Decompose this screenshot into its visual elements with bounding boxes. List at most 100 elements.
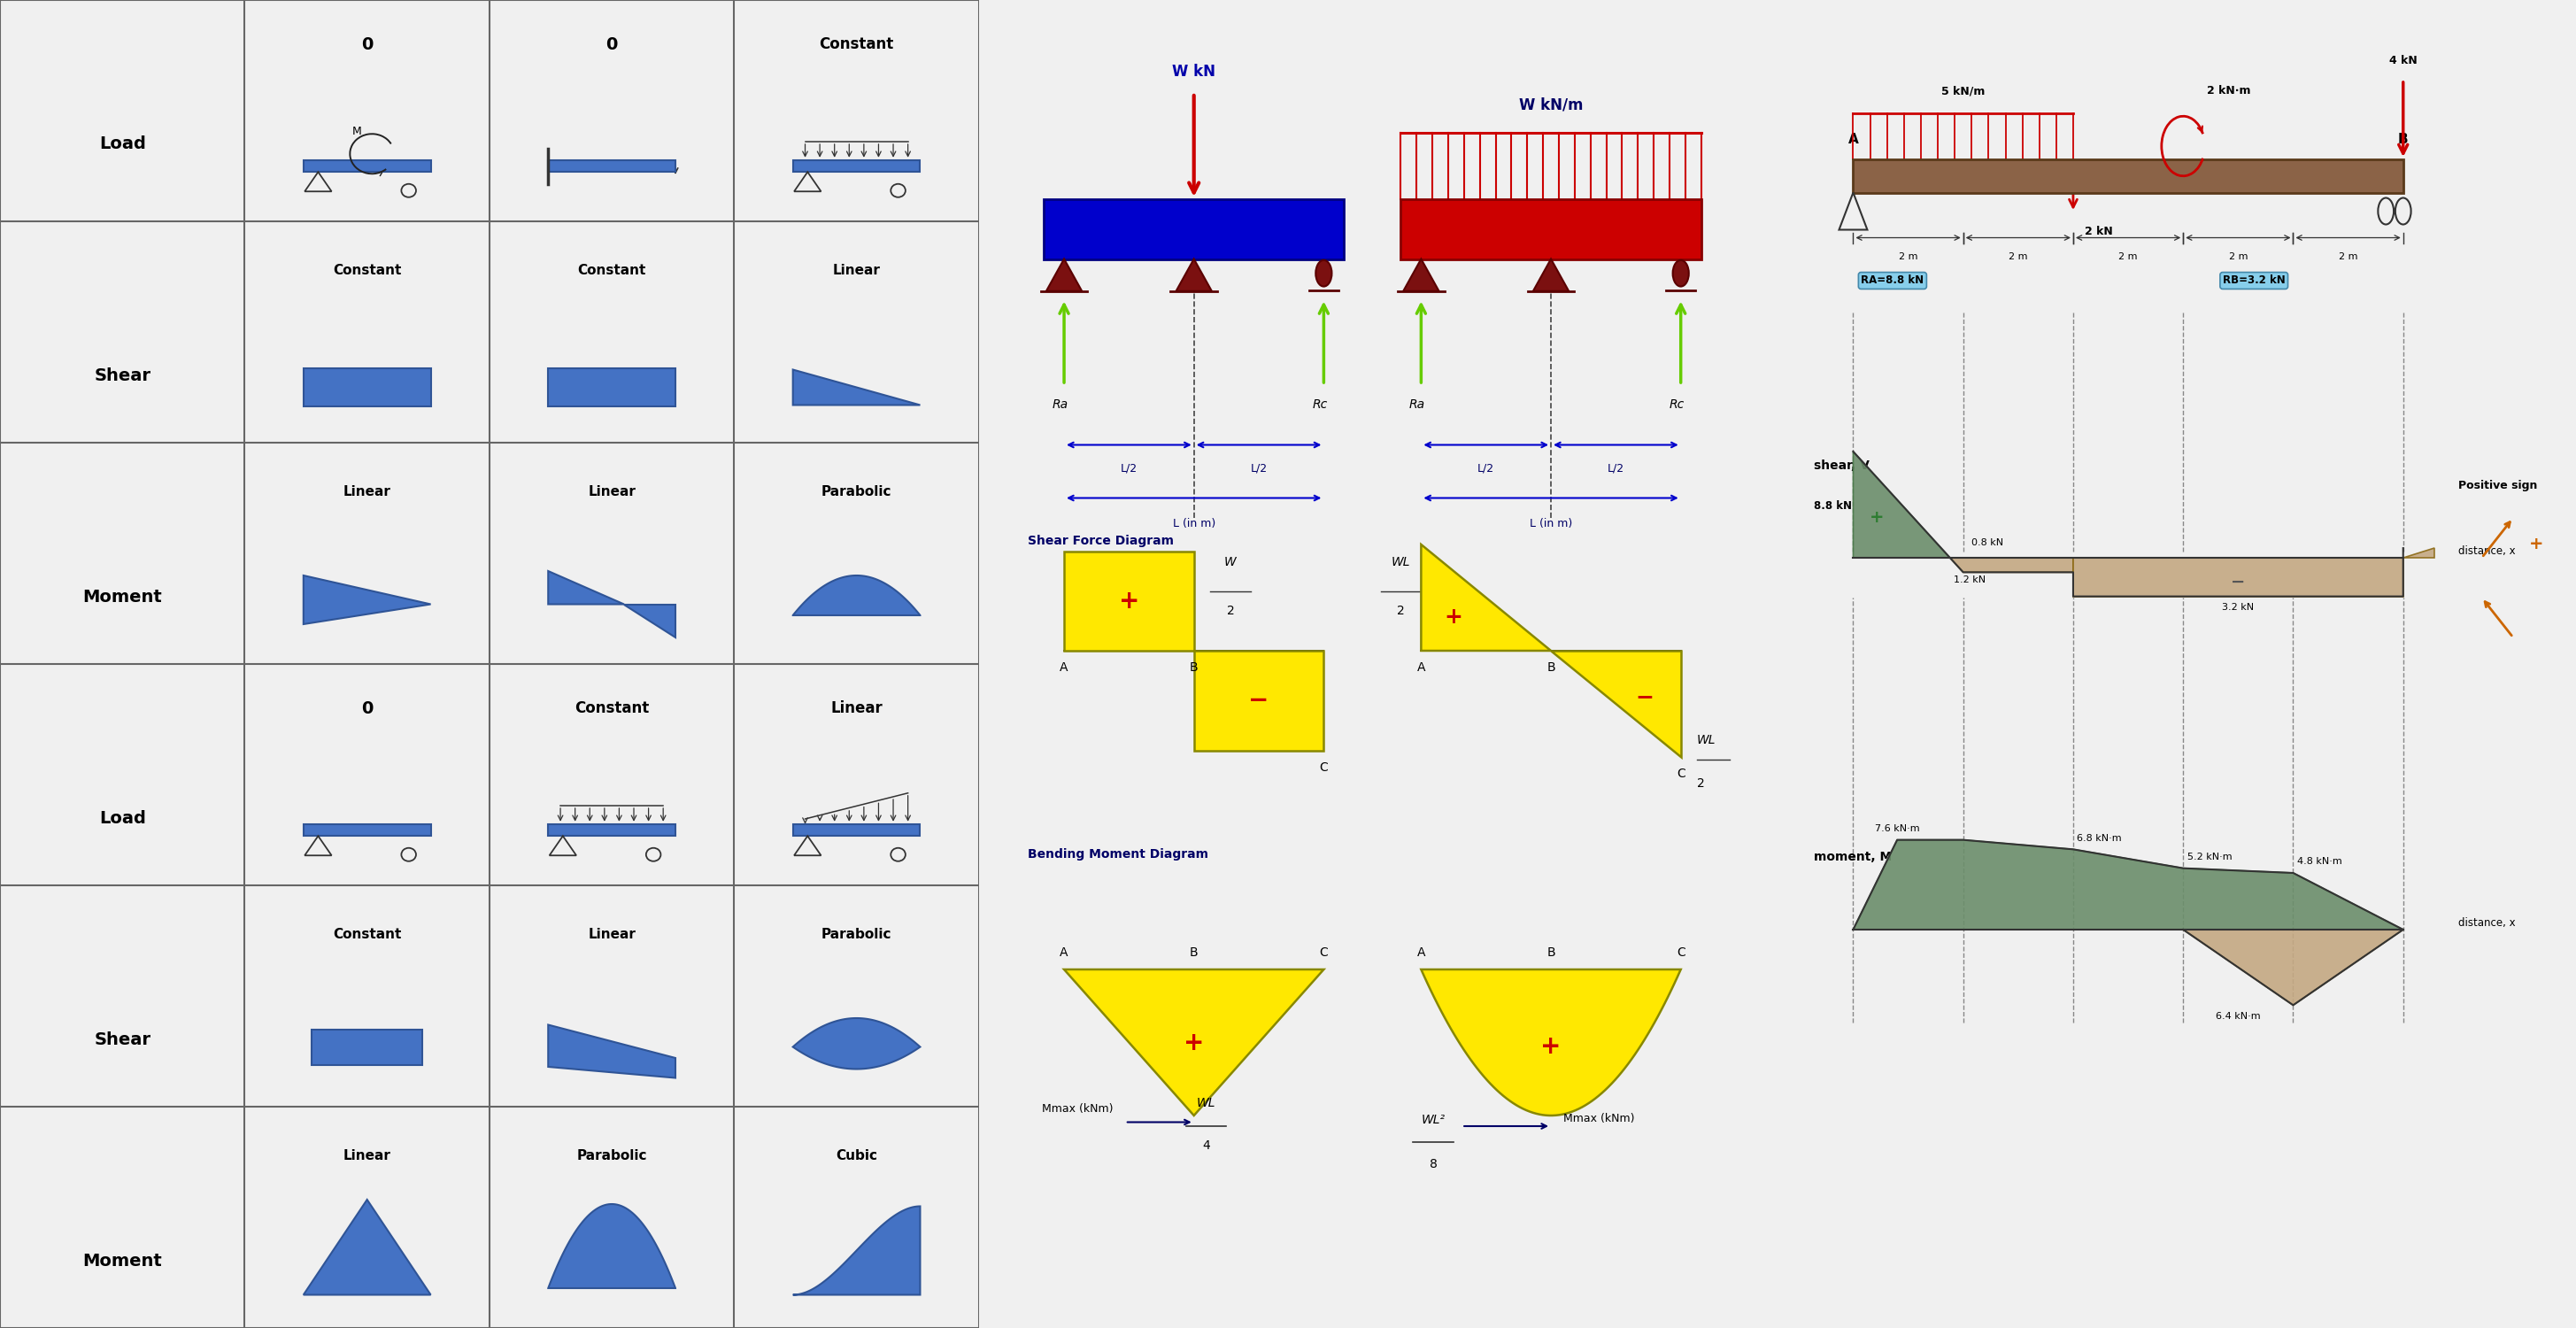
Text: Parabolic: Parabolic: [822, 927, 891, 940]
Text: Linear: Linear: [829, 700, 884, 716]
Text: Constant: Constant: [332, 263, 402, 276]
Polygon shape: [1422, 969, 1680, 1116]
Text: WL: WL: [1198, 1097, 1216, 1109]
Text: 4: 4: [1203, 1139, 1211, 1151]
Text: +: +: [1182, 1031, 1203, 1054]
Text: moment, M: moment, M: [1814, 851, 1891, 863]
Bar: [304, 823, 430, 837]
Text: Constant: Constant: [332, 927, 402, 940]
Text: 2 kN·m: 2 kN·m: [2208, 85, 2251, 97]
Polygon shape: [549, 571, 623, 604]
Bar: [312, 1029, 422, 1065]
Text: B: B: [1190, 661, 1198, 673]
Text: 2 m: 2 m: [2009, 252, 2027, 262]
Text: −: −: [1249, 688, 1270, 713]
Text: 3.2 kN: 3.2 kN: [2223, 603, 2254, 612]
Text: 7.6 kN·m: 7.6 kN·m: [1875, 825, 1919, 833]
Text: 0: 0: [361, 700, 374, 717]
Text: Shear Force Diagram: Shear Force Diagram: [1028, 535, 1175, 547]
Bar: [1401, 199, 1700, 259]
Text: 6.4 kN·m: 6.4 kN·m: [2215, 1012, 2262, 1021]
Polygon shape: [304, 575, 430, 624]
Text: Rc: Rc: [1669, 398, 1685, 410]
Polygon shape: [1422, 544, 1551, 651]
Text: +: +: [2530, 537, 2545, 552]
Polygon shape: [793, 369, 920, 405]
Text: 0.8 kN: 0.8 kN: [1971, 538, 2004, 547]
Text: L/2: L/2: [1479, 462, 1494, 474]
Text: 0: 0: [605, 36, 618, 53]
Text: −: −: [1636, 687, 1654, 708]
Text: RA=8.8 kN: RA=8.8 kN: [1860, 275, 1924, 287]
Text: Linear: Linear: [832, 263, 881, 276]
Polygon shape: [1551, 651, 1680, 757]
Bar: [1193, 651, 1324, 750]
Text: B: B: [1546, 661, 1556, 673]
Text: distance, x: distance, x: [2458, 546, 2514, 556]
Text: W kN/m: W kN/m: [1520, 97, 1584, 113]
Polygon shape: [1046, 259, 1082, 291]
Bar: [1043, 199, 1345, 259]
Circle shape: [1672, 260, 1690, 287]
Text: L/2: L/2: [1249, 462, 1267, 474]
Text: Positive sign: Positive sign: [2458, 479, 2537, 491]
Text: Load: Load: [98, 810, 147, 827]
Polygon shape: [549, 1025, 675, 1078]
Polygon shape: [2074, 558, 2403, 596]
Text: 4.8 kN·m: 4.8 kN·m: [2298, 858, 2342, 866]
Text: distance, x: distance, x: [2458, 918, 2514, 928]
Text: +: +: [1870, 510, 1883, 526]
Text: A: A: [1059, 661, 1069, 673]
Text: W: W: [1224, 556, 1236, 568]
Polygon shape: [1852, 452, 1950, 558]
Circle shape: [1316, 260, 1332, 287]
Text: Constant: Constant: [574, 700, 649, 716]
Polygon shape: [623, 604, 675, 637]
Text: Ra: Ra: [1409, 398, 1425, 410]
Text: C: C: [1319, 947, 1329, 959]
Text: Ra: Ra: [1051, 398, 1069, 410]
Bar: [304, 159, 430, 173]
Bar: [549, 368, 675, 406]
Text: 8.8 kN: 8.8 kN: [1814, 499, 1852, 511]
Text: Load: Load: [98, 135, 147, 153]
Text: Rc: Rc: [1311, 398, 1327, 410]
Text: −: −: [2231, 574, 2246, 590]
Bar: [1064, 551, 1193, 651]
Text: 2: 2: [1226, 604, 1234, 616]
Text: L/2: L/2: [1607, 462, 1625, 474]
Text: C: C: [1319, 761, 1329, 773]
Text: A: A: [1847, 133, 1857, 146]
Text: A: A: [1417, 947, 1425, 959]
Text: +: +: [1540, 1035, 1561, 1058]
Text: 0: 0: [361, 36, 374, 53]
Bar: [549, 159, 675, 173]
Polygon shape: [1177, 259, 1211, 291]
Polygon shape: [1404, 259, 1440, 291]
Text: Cubic: Cubic: [835, 1149, 878, 1162]
Text: B: B: [2398, 133, 2409, 146]
Text: Shear: Shear: [95, 368, 149, 385]
Text: Constant: Constant: [819, 36, 894, 52]
Text: 2 m: 2 m: [2228, 252, 2249, 262]
Text: A: A: [1417, 661, 1425, 673]
Text: B: B: [1190, 947, 1198, 959]
Text: L (in m): L (in m): [1530, 518, 1571, 530]
Text: C: C: [1677, 768, 1685, 780]
Text: 8: 8: [1430, 1158, 1437, 1170]
Bar: [793, 823, 920, 837]
Text: Mmax (kNm): Mmax (kNm): [1564, 1113, 1633, 1123]
Text: WL: WL: [1698, 734, 1716, 746]
Text: WL²: WL²: [1422, 1114, 1445, 1126]
Polygon shape: [549, 1204, 675, 1288]
Text: WL: WL: [1391, 556, 1409, 568]
Bar: [793, 159, 920, 173]
Text: +: +: [1445, 607, 1463, 628]
Text: Linear: Linear: [587, 927, 636, 940]
Text: 2: 2: [1698, 777, 1705, 789]
Text: Parabolic: Parabolic: [577, 1149, 647, 1162]
Text: A: A: [1059, 947, 1069, 959]
Text: W kN: W kN: [1172, 64, 1216, 80]
Text: 5.2 kN·m: 5.2 kN·m: [2187, 853, 2231, 862]
Text: Bending Moment Diagram: Bending Moment Diagram: [1028, 849, 1208, 861]
